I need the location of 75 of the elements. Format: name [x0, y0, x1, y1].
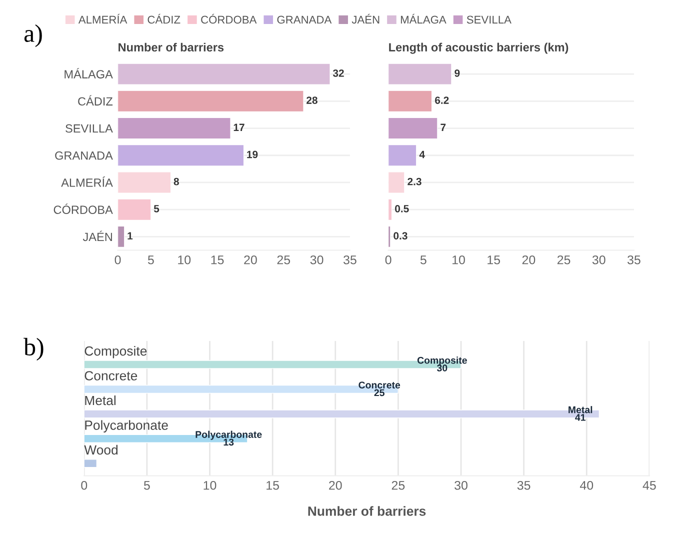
y-tick-label: CÓRDOBA — [54, 204, 113, 214]
bar — [388, 198, 392, 221]
x-axis-title: Number of barriers — [308, 506, 426, 516]
bar — [388, 63, 452, 85]
bar — [388, 90, 432, 112]
y-tick-label: MÁLAGA — [64, 68, 113, 78]
data-label: 9 — [454, 69, 460, 77]
bar — [388, 172, 405, 194]
legend-label: CÁDIZ — [148, 14, 180, 24]
x-tick-label: 20 — [244, 255, 257, 264]
data-label: 5 — [154, 205, 160, 212]
data-label: 7 — [440, 124, 446, 131]
x-tick-label: 5 — [148, 256, 154, 264]
x-tick-label: 20 — [522, 255, 536, 264]
data-label: Polycarbonate 13 — [196, 430, 262, 446]
data-label: Composite 30 — [417, 356, 467, 372]
data-label: 17 — [234, 124, 244, 131]
x-tick-label: 20 — [329, 480, 342, 490]
x-tick-label: 35 — [627, 255, 640, 264]
chart-title: Length of acoustic barriers (km) — [389, 42, 568, 54]
y-tick-label: GRANADA — [55, 151, 113, 160]
legend-label: SEVILLA — [466, 16, 512, 24]
y-tick-label: ALMERÍA — [61, 176, 113, 187]
x-tick-label: 30 — [454, 480, 468, 490]
data-label: Concrete 25 — [358, 382, 400, 396]
x-tick-label: 0 — [81, 480, 88, 490]
data-label: 2.3 — [408, 178, 422, 186]
y-tick-label: Concrete — [84, 371, 138, 380]
bar — [84, 459, 98, 468]
data-label: 0.3 — [394, 232, 408, 240]
bar — [388, 144, 417, 166]
legend-label: MÁLAGA — [400, 14, 446, 24]
x-tick-label: 25 — [277, 255, 290, 264]
y-tick-label: Polycarbonate — [85, 420, 168, 432]
data-label: Metal 41 — [568, 406, 592, 421]
x-tick-label: 25 — [392, 480, 405, 490]
y-tick-label: Metal — [85, 395, 116, 406]
x-tick-label: 15 — [211, 256, 224, 264]
text: b) — [24, 338, 44, 361]
x-tick-label: 15 — [266, 481, 279, 490]
x-tick-label: 10 — [204, 480, 216, 490]
x-tick-label: 30 — [310, 255, 324, 264]
data-label: 1 — [128, 232, 133, 240]
y-tick-label: Composite — [84, 346, 147, 358]
data-label: 28 — [306, 96, 318, 104]
x-tick-label: 5 — [420, 256, 426, 264]
y-tick-label: CÁDIZ — [78, 95, 113, 106]
data-label: 6.2 — [435, 96, 449, 104]
x-tick-label: 5 — [144, 481, 150, 490]
legend-label: GRANADA — [277, 16, 332, 24]
legend-label: CÓRDOBA — [201, 14, 257, 24]
bar — [388, 226, 391, 248]
legend-label: JAÉN — [352, 14, 380, 24]
data-label: 32 — [332, 69, 344, 77]
y-tick-label: Wood — [84, 444, 118, 455]
data-label: 8 — [174, 178, 179, 186]
x-tick-label: 10 — [178, 255, 191, 264]
bar — [388, 117, 438, 140]
text: a) — [24, 24, 42, 48]
data-label: 0.5 — [395, 205, 409, 212]
data-label: 19 — [247, 150, 258, 158]
x-tick-label: 30 — [592, 255, 606, 264]
x-tick-label: 0 — [385, 255, 392, 264]
chart-title: Number of barriers — [118, 42, 224, 52]
x-tick-label: 45 — [642, 481, 656, 490]
x-tick-label: 40 — [580, 480, 594, 490]
y-tick-label: JAÉN — [82, 230, 112, 242]
x-tick-label: 15 — [488, 256, 500, 264]
y-tick-label: SEVILLA — [66, 124, 113, 133]
x-tick-label: 25 — [557, 255, 570, 264]
x-tick-label: 0 — [114, 255, 121, 264]
x-tick-label: 35 — [343, 255, 356, 264]
x-tick-label: 10 — [452, 255, 465, 264]
x-tick-label: 35 — [517, 480, 530, 490]
data-label: 4 — [419, 150, 425, 158]
